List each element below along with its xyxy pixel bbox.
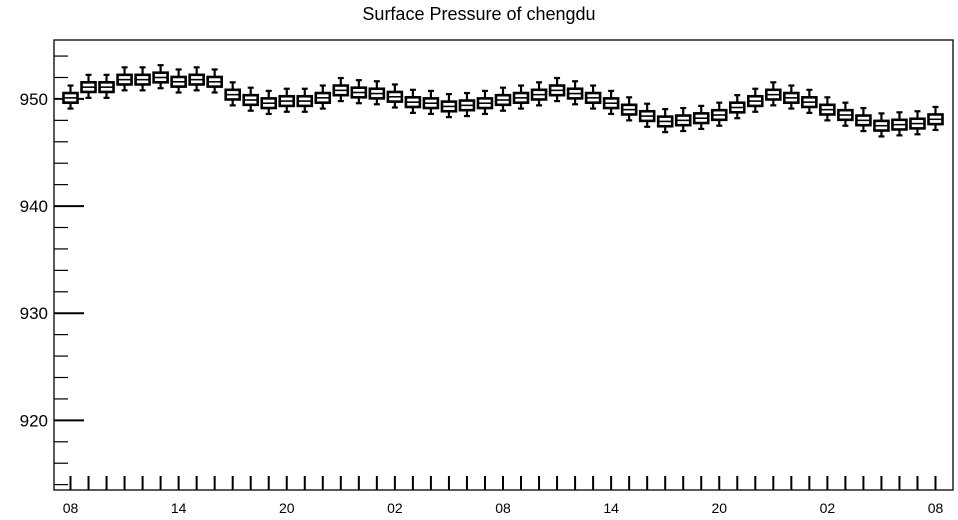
- box: [512, 84, 530, 110]
- box: [638, 102, 656, 128]
- box: [783, 84, 800, 110]
- x-tick-label: 02: [820, 500, 836, 516]
- x-tick-label: 08: [495, 500, 511, 516]
- box: [837, 101, 854, 127]
- box: [386, 83, 404, 109]
- box: [476, 89, 494, 116]
- box: [80, 73, 97, 99]
- box: [728, 94, 746, 120]
- box: [224, 81, 241, 107]
- chart-title: Surface Pressure of chengdu: [362, 4, 596, 24]
- x-tick-label: 14: [603, 500, 619, 516]
- box: [819, 96, 836, 122]
- box: [422, 89, 440, 116]
- box: [548, 76, 566, 103]
- box: [765, 81, 782, 107]
- box: [891, 111, 908, 137]
- y-tick-label: 940: [20, 197, 48, 216]
- box: [368, 80, 386, 106]
- box: [674, 106, 692, 133]
- box: [152, 64, 169, 90]
- box: [242, 86, 260, 112]
- x-tick-label: 20: [279, 500, 295, 516]
- box: [710, 101, 728, 127]
- box: [332, 76, 350, 103]
- box: [656, 108, 674, 134]
- x-tick-label: 20: [711, 500, 727, 516]
- x-tick-label: 08: [928, 500, 944, 516]
- box: [927, 105, 944, 132]
- box: [566, 80, 584, 106]
- box: [170, 68, 187, 94]
- box: [530, 81, 548, 107]
- box: [98, 73, 115, 99]
- box: [62, 84, 79, 110]
- box: [134, 66, 151, 92]
- x-axis: 08 14 20 02 08 14 20 02 08: [63, 476, 944, 516]
- x-tick-label: 14: [171, 500, 187, 516]
- box: [584, 84, 602, 110]
- box: [188, 66, 205, 92]
- x-tick-label: 02: [387, 500, 403, 516]
- box: [620, 96, 638, 122]
- box: [314, 84, 332, 110]
- y-tick-label: 930: [20, 304, 48, 323]
- box: [296, 87, 314, 113]
- box: [494, 86, 512, 112]
- y-axis: 920 930 940 950: [20, 55, 84, 486]
- box: [746, 87, 764, 113]
- box: [801, 88, 818, 114]
- box: [206, 68, 223, 94]
- box: [692, 104, 710, 131]
- y-tick-label: 920: [20, 411, 48, 430]
- box: [440, 93, 458, 119]
- y-tick-label: 950: [20, 90, 48, 109]
- box: [458, 91, 476, 118]
- x-tick-label: 08: [63, 500, 79, 516]
- box: [278, 87, 296, 113]
- box-series: [62, 64, 944, 138]
- box: [855, 106, 872, 133]
- box: [404, 88, 422, 114]
- box: [909, 110, 926, 136]
- box: [116, 66, 133, 92]
- box: [602, 89, 620, 116]
- box: [260, 89, 278, 116]
- box: [350, 79, 368, 105]
- box: [873, 112, 890, 138]
